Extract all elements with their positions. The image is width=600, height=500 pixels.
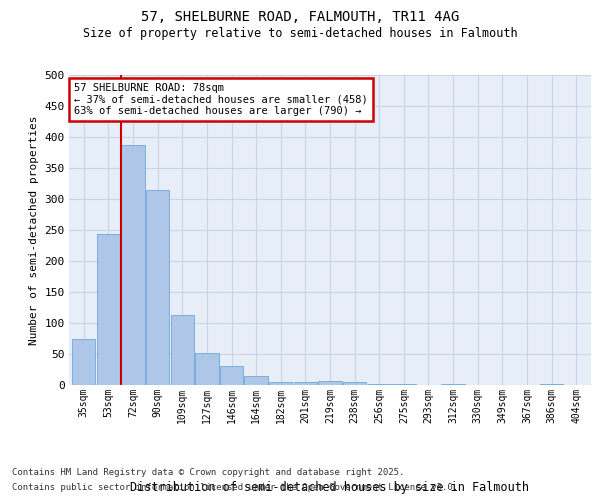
Bar bbox=[121, 145, 145, 385]
Bar bbox=[540, 384, 563, 385]
Text: Contains public sector information licensed under the Open Government Licence v3: Contains public sector information licen… bbox=[12, 483, 458, 492]
Text: 57, SHELBURNE ROAD, FALMOUTH, TR11 4AG: 57, SHELBURNE ROAD, FALMOUTH, TR11 4AG bbox=[141, 10, 459, 24]
Text: 57 SHELBURNE ROAD: 78sqm
← 37% of semi-detached houses are smaller (458)
63% of : 57 SHELBURNE ROAD: 78sqm ← 37% of semi-d… bbox=[74, 82, 368, 116]
Bar bbox=[319, 380, 341, 385]
Bar bbox=[368, 384, 391, 385]
Text: Contains HM Land Registry data © Crown copyright and database right 2025.: Contains HM Land Registry data © Crown c… bbox=[12, 468, 404, 477]
Bar bbox=[146, 190, 169, 385]
Bar bbox=[220, 366, 243, 385]
Bar bbox=[72, 338, 95, 385]
Bar bbox=[392, 384, 416, 385]
Bar bbox=[293, 382, 317, 385]
Bar bbox=[195, 354, 218, 385]
Y-axis label: Number of semi-detached properties: Number of semi-detached properties bbox=[29, 116, 39, 345]
Bar bbox=[442, 384, 465, 385]
Text: Size of property relative to semi-detached houses in Falmouth: Size of property relative to semi-detach… bbox=[83, 28, 517, 40]
Bar bbox=[97, 234, 120, 385]
X-axis label: Distribution of semi-detached houses by size in Falmouth: Distribution of semi-detached houses by … bbox=[131, 482, 530, 494]
Bar bbox=[269, 382, 292, 385]
Bar bbox=[244, 376, 268, 385]
Bar bbox=[343, 382, 367, 385]
Bar bbox=[170, 315, 194, 385]
